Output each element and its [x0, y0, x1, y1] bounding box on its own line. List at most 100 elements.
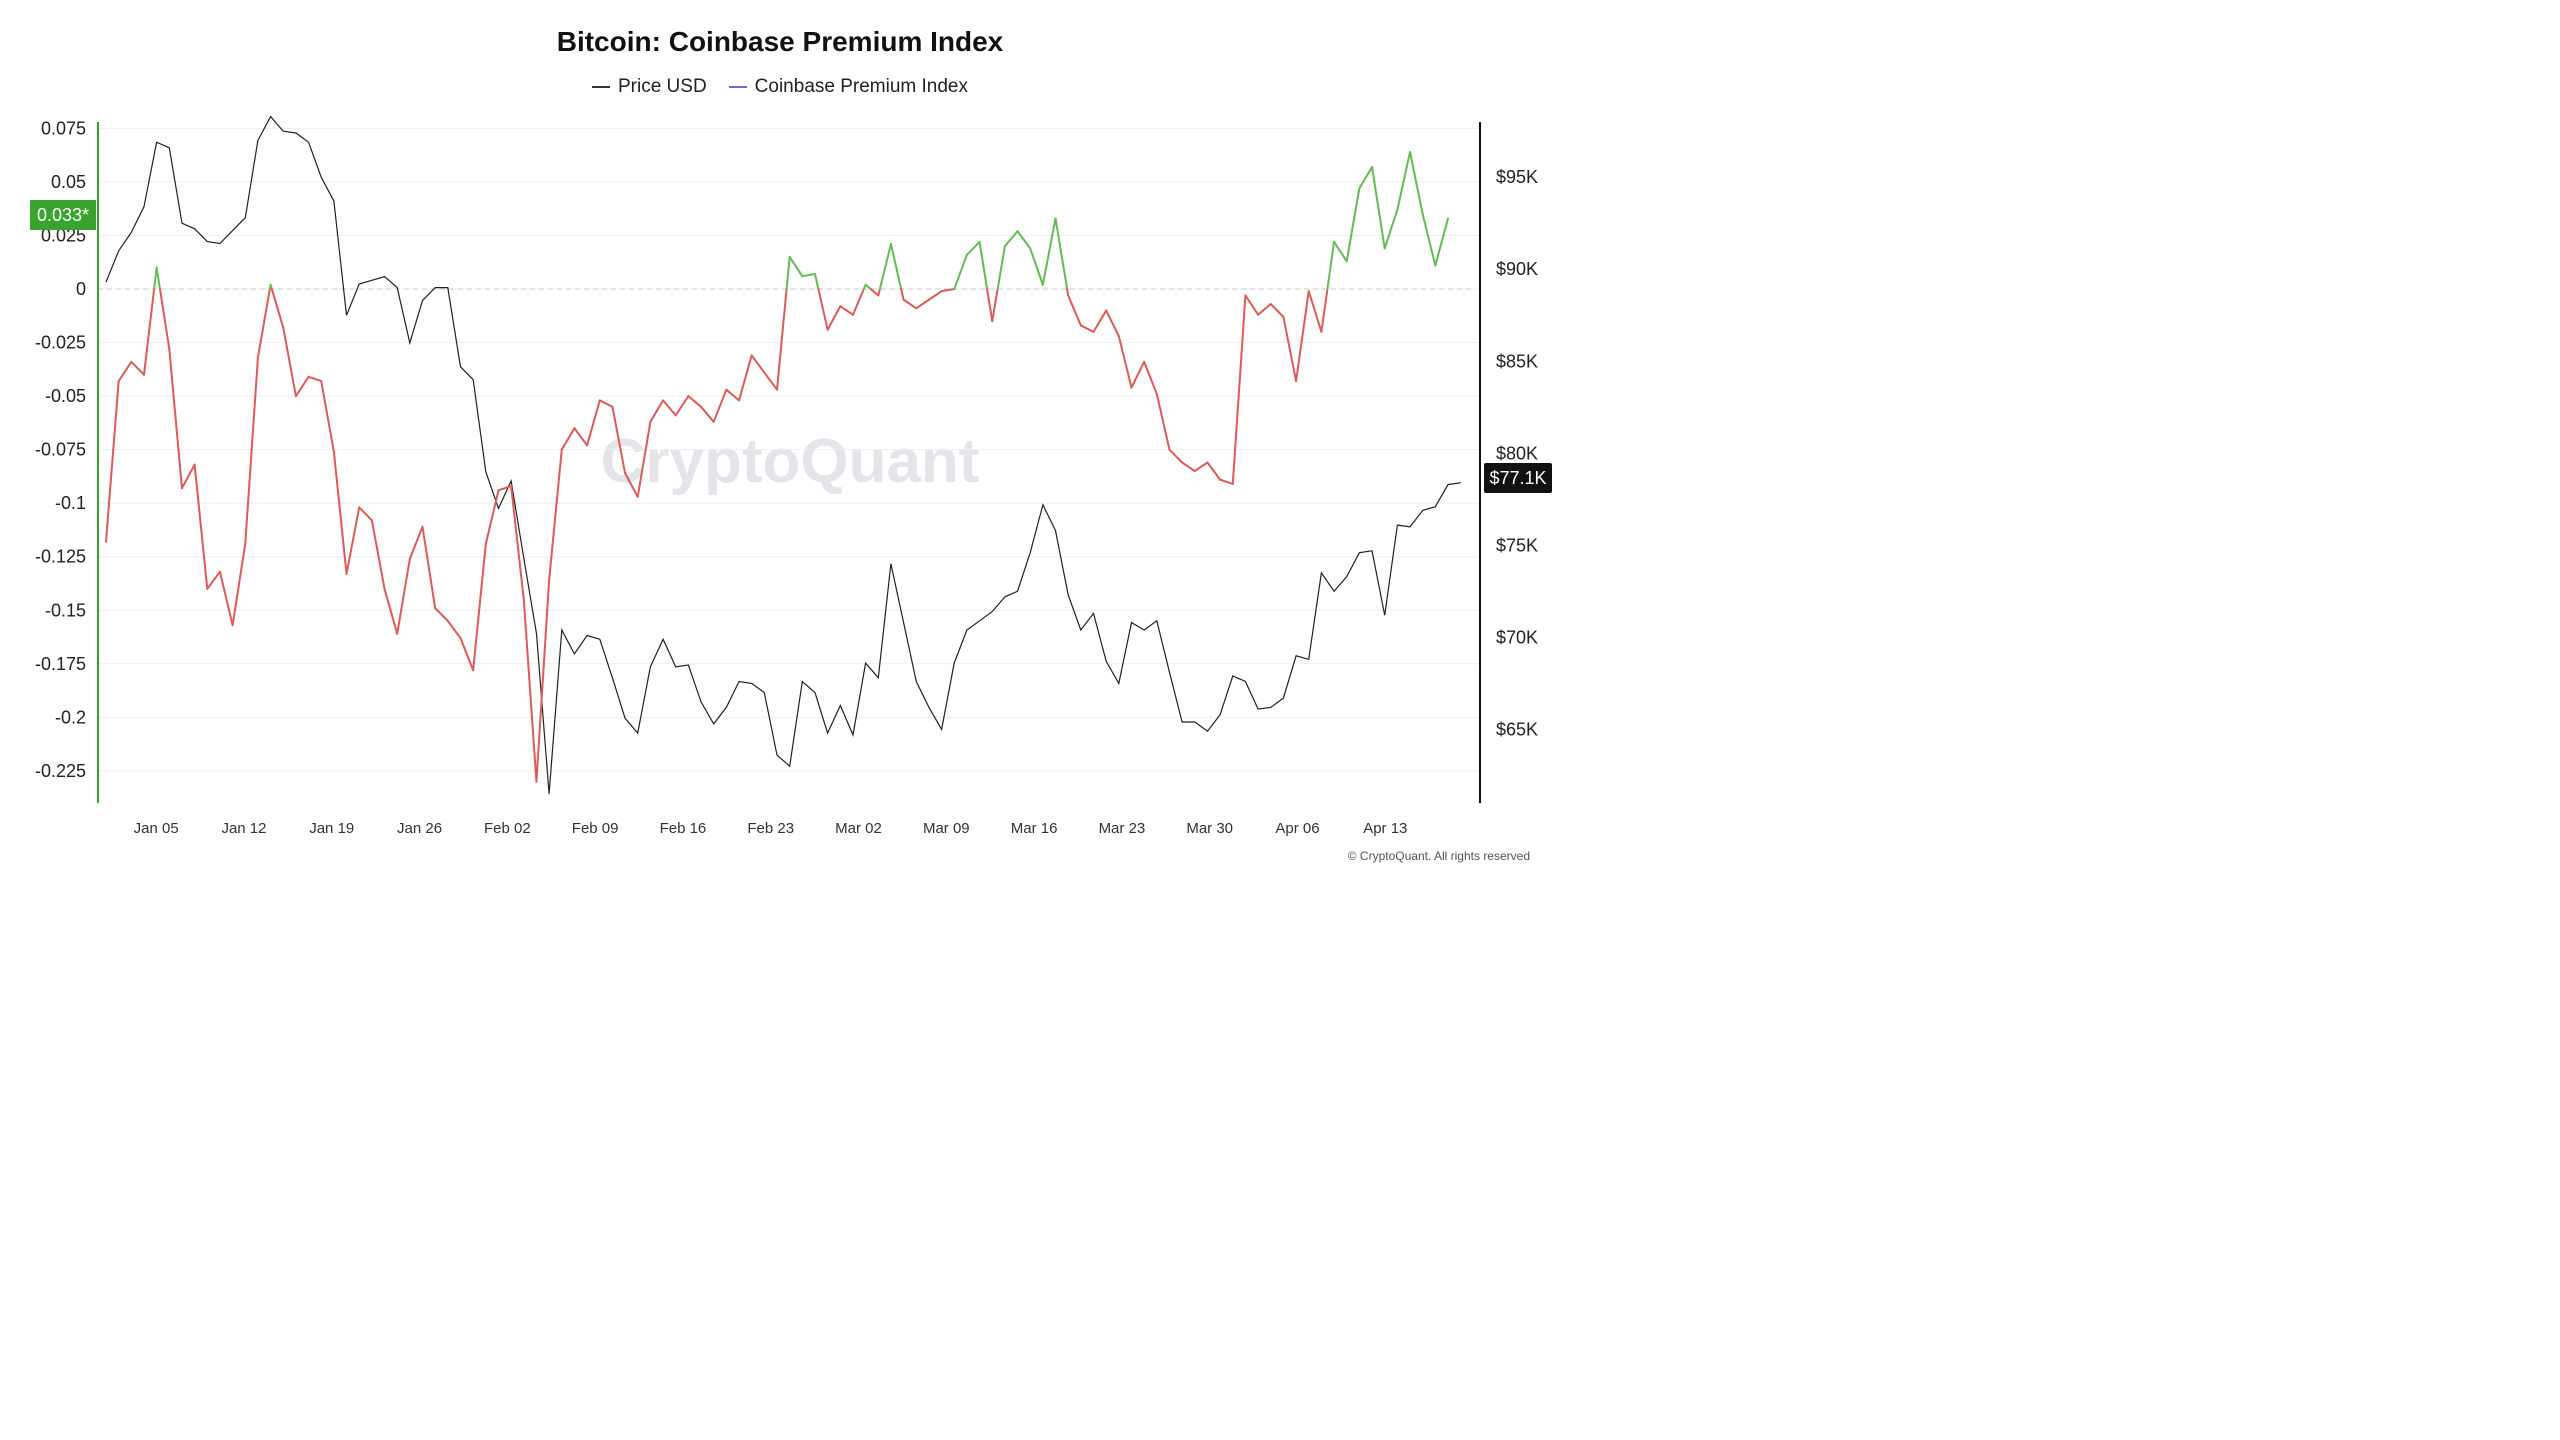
- premium-segment: [168, 348, 183, 490]
- x-tick-label: Mar 30: [1186, 820, 1233, 837]
- premium-segment: [725, 388, 741, 402]
- premium-segment: [986, 288, 994, 323]
- premium-segment: [864, 283, 872, 291]
- premium-segment: [421, 525, 437, 610]
- premium-segment: [851, 288, 865, 316]
- x-tick-label: Apr 13: [1363, 820, 1407, 837]
- premium-segment: [991, 288, 999, 323]
- premium-segment: [573, 427, 589, 447]
- premium-segment: [801, 273, 816, 278]
- premium-segment: [510, 485, 525, 601]
- current-premium-badge: 0.033*: [30, 200, 96, 230]
- left-tick-label: 0.025: [41, 226, 86, 246]
- premium-segment: [1307, 290, 1323, 333]
- premium-segment: [712, 388, 728, 423]
- premium-segment: [1371, 165, 1386, 250]
- left-tick-label: -0.225: [35, 761, 86, 781]
- left-tick-label: 0.075: [41, 118, 86, 138]
- premium-segment: [869, 288, 880, 297]
- left-tick-label: -0.125: [35, 547, 86, 567]
- premium-segment: [1130, 360, 1146, 389]
- premium-segment: [320, 380, 335, 453]
- premium-segment: [358, 506, 373, 522]
- premium-segment: [839, 305, 854, 316]
- premium-segment: [1358, 165, 1374, 190]
- premium-segment: [472, 542, 487, 672]
- x-tick-label: Jan 26: [397, 820, 442, 837]
- x-tick-label: Mar 09: [923, 820, 970, 837]
- premium-segment: [1409, 150, 1424, 216]
- premium-segment: [142, 288, 156, 376]
- premium-segment: [1333, 240, 1348, 263]
- premium-segment: [1383, 208, 1399, 250]
- premium-segment: [218, 570, 234, 627]
- x-tick-label: Apr 06: [1275, 820, 1319, 837]
- premium-segment: [1193, 461, 1209, 473]
- axes: [97, 122, 1481, 803]
- left-tick-label: -0.05: [45, 386, 86, 406]
- premium-segment: [117, 360, 133, 383]
- right-tick-label: $80K: [1496, 443, 1538, 463]
- right-axis-ticks: $95K $90K $85K $80K $75K $70K $65K: [1496, 167, 1538, 739]
- premium-segment: [1016, 230, 1032, 250]
- premium-segment: [598, 399, 614, 408]
- premium-segment: [813, 273, 820, 291]
- premium-segment: [155, 266, 161, 291]
- premium-segment: [1320, 288, 1329, 333]
- premium-segment: [1066, 288, 1070, 297]
- right-tick-label: $85K: [1496, 351, 1538, 371]
- premium-segment: [649, 399, 665, 423]
- premium-segment: [459, 637, 475, 672]
- premium-segment: [877, 288, 881, 297]
- premium-segment: [1029, 247, 1044, 286]
- premium-segment: [256, 288, 271, 359]
- premium-segment: [446, 619, 462, 640]
- current-price-badge: $77.1K: [1484, 463, 1552, 493]
- legend-item-price[interactable]: Price USD: [591, 76, 707, 98]
- premium-segment: [817, 288, 829, 331]
- premium-segment: [636, 420, 652, 498]
- premium-segment: [826, 305, 842, 331]
- right-tick-label: $90K: [1496, 259, 1538, 279]
- x-tick-label: Feb 09: [572, 820, 619, 837]
- premium-segment: [1168, 448, 1184, 464]
- premium-segment: [158, 288, 171, 350]
- right-tick-label: $65K: [1496, 719, 1538, 739]
- premium-segment: [611, 405, 627, 475]
- x-tick-label: Jan 05: [134, 820, 179, 837]
- premium-segment: [788, 255, 804, 278]
- premium-segment: [996, 245, 1006, 291]
- watermark: CryptoQuant: [601, 427, 980, 496]
- premium-segment: [560, 427, 576, 451]
- premium-segment: [1434, 217, 1449, 267]
- x-tick-label: Mar 23: [1099, 820, 1146, 837]
- premium-segment: [1257, 303, 1272, 316]
- x-tick-label: Feb 16: [660, 820, 707, 837]
- premium-segment: [1181, 461, 1196, 473]
- chart-legend: Price USD Coinbase Premium Index: [0, 76, 1560, 98]
- x-tick-label: Feb 23: [747, 820, 794, 837]
- premium-segment: [231, 542, 247, 627]
- premium-segment: [878, 243, 892, 291]
- left-tick-label: -0.075: [35, 440, 86, 460]
- premium-segment: [763, 371, 778, 391]
- premium-series: [105, 150, 1449, 783]
- grid-lines: [98, 127, 1480, 772]
- premium-segment: [383, 587, 399, 635]
- premium-segment: [902, 298, 918, 310]
- premium-segment: [282, 326, 297, 398]
- premium-segment: [1295, 290, 1310, 383]
- premium-segment: [785, 255, 791, 291]
- right-tick-label: $75K: [1496, 535, 1538, 555]
- legend-item-premium[interactable]: Coinbase Premium Index: [728, 76, 968, 98]
- premium-segment: [434, 607, 449, 622]
- premium-segment: [332, 450, 348, 575]
- premium-segment: [1143, 360, 1158, 395]
- premium-segment: [940, 288, 956, 293]
- chart-title: Bitcoin: Coinbase Premium Index: [556, 26, 1004, 57]
- left-tick-label: -0.2: [55, 707, 86, 727]
- premium-segment: [1345, 187, 1361, 263]
- premium-segment: [1003, 230, 1019, 248]
- left-tick-label: 0: [76, 279, 86, 299]
- premium-segment: [180, 463, 196, 490]
